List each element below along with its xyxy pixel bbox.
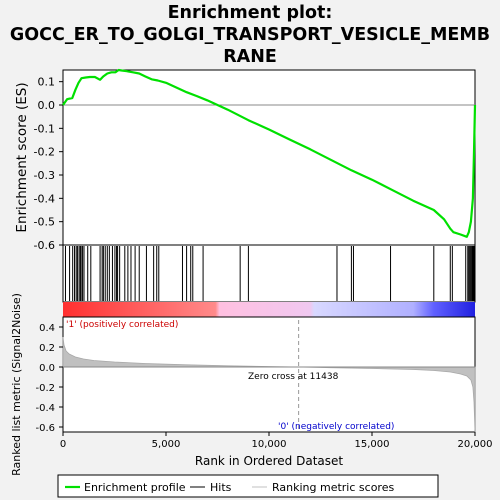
zero-cross-label: Zero cross at 11438 [248,372,339,382]
es-ytick-label: 0.1 [38,76,56,89]
legend-metric-label: Ranking metric scores [272,481,394,494]
es-ytick-label: -0.1 [34,122,55,135]
xtick-label: 5,000 [152,439,181,450]
metric-ytick-label: 0.0 [39,363,55,374]
positive-corr-label: '1' (positively correlated) [66,320,178,330]
negative-corr-label: '0' (negatively correlated) [278,422,394,432]
es-line [62,68,477,238]
x-axis-label: Rank in Ordered Dataset [195,454,343,468]
es-ylabel: Enrichment score (ES) [14,82,30,232]
metric-ytick-label: 0.4 [39,323,55,334]
xtick-label: 0 [60,439,66,450]
xtick-label: 20,000 [458,439,493,450]
metric-ytick-label: 0.2 [39,343,55,354]
xtick-label: 15,000 [355,439,390,450]
es-ytick-label: -0.6 [34,239,55,252]
legend-hits-label: Hits [210,481,232,494]
rank-color-bar [63,302,475,317]
metric-ytick-label: -0.2 [35,383,55,394]
chart-title-line-2: GOCC_ER_TO_GOLGI_TRANSPORT_VESICLE_MEMB [9,25,491,45]
es-ytick-label: -0.4 [34,192,55,205]
es-ytick-label: -0.3 [34,169,55,182]
legend-box [57,474,439,498]
metric-ylabel: Ranked list metric (Signal2Noise) [10,293,23,476]
metric-panel-frame [62,316,476,433]
es-panel-frame [62,69,476,246]
hits-panel-frame [62,244,476,303]
metric-ytick-label: -0.4 [35,403,55,414]
legend-es-label: Enrichment profile [84,481,186,494]
es-ytick-label: 0.0 [38,99,56,112]
es-ytick-label: -0.5 [34,216,55,229]
chart-title-line-1: Enrichment plot: [167,3,333,23]
metric-ytick-label: -0.6 [35,423,55,434]
chart-title-line-3: RANE [223,47,277,67]
xtick-label: 10,000 [252,439,287,450]
es-ytick-label: -0.2 [34,146,55,159]
